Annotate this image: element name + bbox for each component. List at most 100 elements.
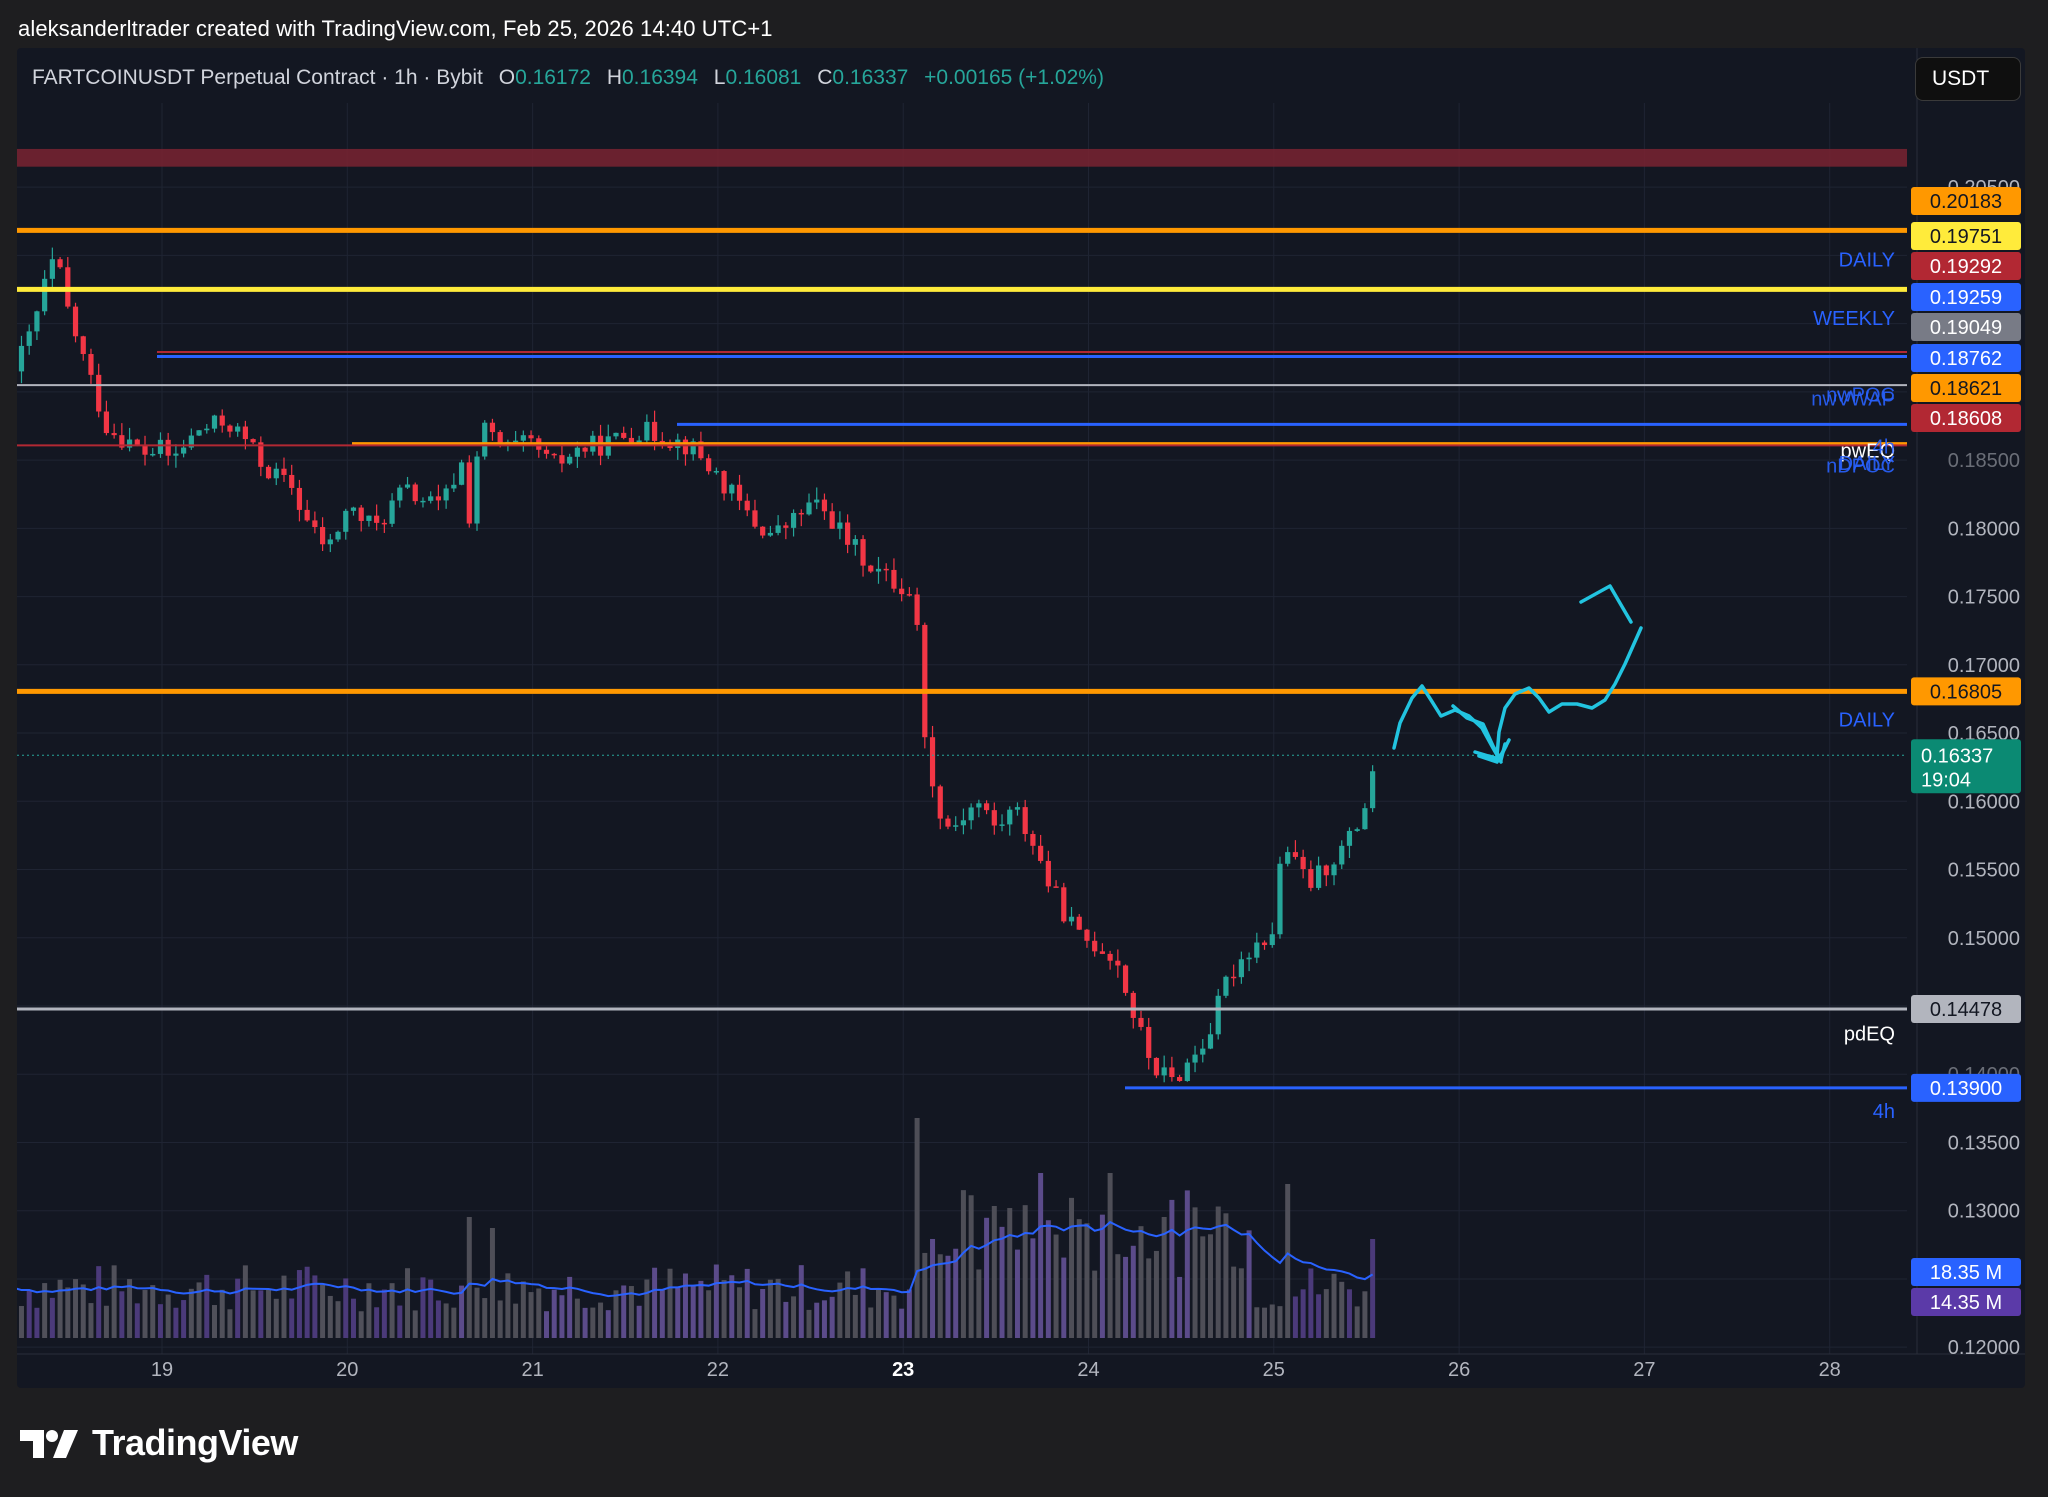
volume-bar [1053,1234,1059,1338]
candle [289,474,295,488]
candle [1107,953,1113,961]
volume-bar [713,1264,719,1338]
candle [837,522,843,529]
volume-bar [1076,1219,1082,1338]
candle [273,468,279,479]
candle [1068,916,1075,922]
volume-bar [405,1268,411,1338]
candle [1269,934,1275,946]
volume-bar [49,1297,55,1338]
candle [26,331,32,346]
volume-bar [775,1278,781,1338]
candle [72,306,79,337]
attribution-text: aleksanderltrader created with TradingVi… [18,16,773,41]
candle [1038,845,1044,861]
volume-bar [953,1248,959,1338]
candle [1362,808,1368,830]
volume-bar [304,1266,310,1338]
volume-bar [937,1254,943,1338]
candle [1099,951,1105,954]
candle [1045,860,1051,887]
volume-bar [489,1228,495,1338]
volume-bar [1115,1254,1121,1338]
candle [80,336,86,355]
volume-bar [142,1290,148,1338]
candle [150,453,156,456]
volume-bar [1161,1217,1167,1338]
candle [157,439,164,454]
level-name-label: pdEQ [1844,1023,1895,1045]
volume-bar [80,1284,86,1338]
volume-bar [729,1275,735,1338]
level-name-label: 4h [1873,1101,1895,1123]
volume-bar [397,1305,403,1338]
volume-bar [1323,1289,1329,1338]
candle [891,569,897,589]
candle [513,440,519,443]
candle [651,421,658,441]
candle [451,484,457,489]
candle [999,824,1005,826]
candle [397,487,403,501]
candle [196,430,202,436]
volume-bar [1061,1257,1067,1338]
volume-bar [737,1287,743,1338]
level-name-label: pwEQ [1841,441,1895,463]
candle [1254,942,1260,958]
level-name-label: nDPOC [1826,456,1895,478]
volume-bar [760,1289,766,1338]
candle [34,311,40,332]
candle [528,435,534,439]
legend-close-value: 0.16337 [832,66,909,89]
volume-bar [389,1283,395,1338]
volume-bar [543,1311,549,1338]
candle [991,810,997,826]
volume-bar [968,1195,974,1338]
candle [983,803,990,811]
volume-bar [327,1295,333,1338]
volume-bar [1038,1173,1044,1338]
candle [458,462,465,485]
candle [721,471,727,494]
volume-bar [358,1311,364,1338]
volume-bar [1300,1289,1306,1338]
tradingview-logo-icon [20,1430,78,1458]
candle [1277,863,1283,935]
volume-bar [1331,1273,1337,1338]
volume-bar [350,1298,356,1338]
volume-bar [1030,1238,1036,1338]
candle [1331,864,1337,876]
volume-bar [258,1290,264,1338]
volume-bar [1092,1270,1098,1338]
legend-close-label: C [817,66,833,89]
candle [922,624,928,738]
volume-bar [1370,1239,1376,1338]
candle [443,488,449,501]
tradingview-brand: TradingView [20,1422,298,1464]
annotation-arrow-up-head [1579,584,1633,624]
price-chart[interactable]: DAILYWEEKLYpwEQDAILYpdEQ4hnwPOCnwVWAP4hD… [17,48,2025,1388]
chart-panel[interactable] [17,48,2025,1388]
volume-bar [1269,1304,1275,1338]
candle [181,447,187,454]
volume-bar [505,1273,511,1338]
currency-button[interactable]: USDT [1915,57,2021,101]
candle [752,510,758,527]
volume-bar [1207,1234,1213,1338]
candle [698,441,704,459]
candle [729,484,735,494]
candle [327,539,333,545]
volume-bar [574,1298,580,1338]
volume-bar [1069,1197,1075,1338]
volume-bar [567,1276,573,1338]
price-axis-tick: 0.12000 [1948,1337,2020,1359]
volume-bar [783,1301,789,1338]
candle [960,820,967,826]
candle [767,532,774,536]
volume-bar [157,1304,163,1338]
current-price-label: 0.16337 [1921,745,1993,767]
legend-open-value: 0.16172 [515,66,591,89]
volume-bar [1254,1307,1260,1338]
volume-bar [1277,1306,1283,1338]
candle [165,439,171,456]
